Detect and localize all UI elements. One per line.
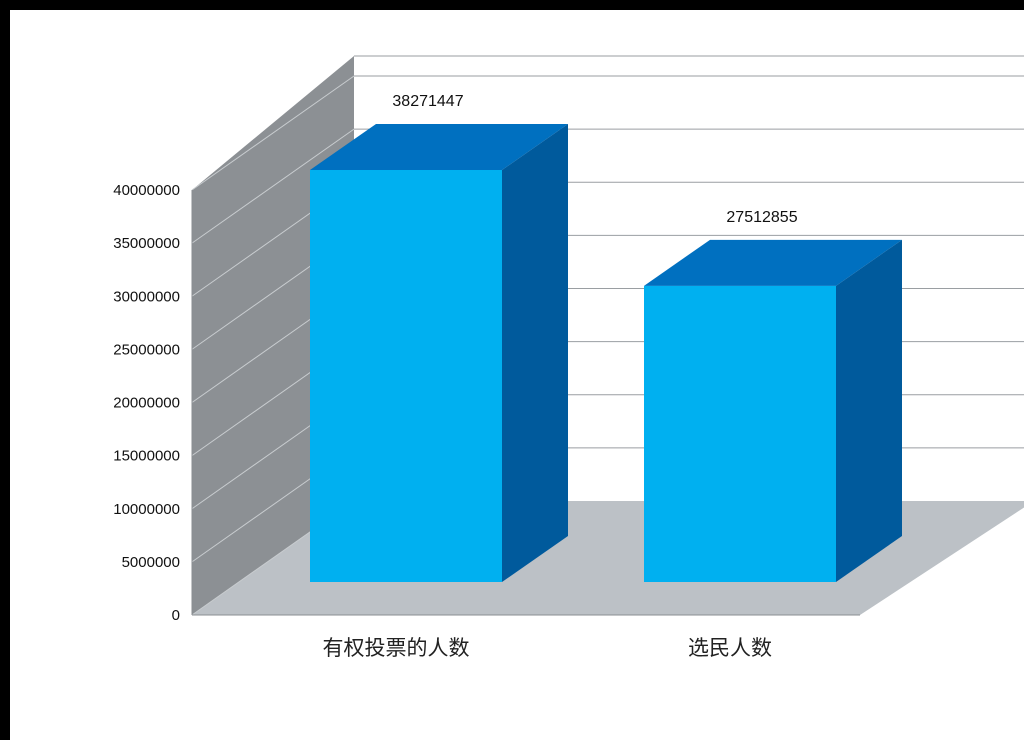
y-tick-label: 15000000: [113, 448, 180, 465]
y-tick-label: 30000000: [113, 288, 180, 305]
bar-top: [644, 239, 902, 286]
gridline-side: [191, 75, 355, 191]
gridline-side: [191, 128, 355, 244]
bar-front: [644, 285, 836, 582]
y-tick-label: 10000000: [113, 501, 180, 518]
bar-top: [310, 124, 568, 170]
x-tick-label: 有权投票的人数: [323, 636, 470, 660]
y-tick-label: 20000000: [113, 395, 180, 412]
bar-front: [310, 170, 502, 582]
y-tick-label: 25000000: [113, 341, 180, 358]
bar-chart: 0 5000000 10000000 15000000 20000000 25000000…: [113, 55, 1024, 660]
data-label: 27512855: [726, 209, 797, 226]
y-tick-label: 35000000: [113, 235, 180, 252]
x-tick-label: 选民人数: [688, 636, 772, 660]
y-tick-label: 5000000: [122, 554, 180, 571]
y-tick-label: 40000000: [113, 182, 180, 199]
chart-frame: 0 5000000 10000000 15000000 20000000 25000000…: [10, 10, 1024, 740]
bar-side: [502, 124, 568, 582]
bar-side: [836, 239, 902, 582]
y-tick-label: 0: [172, 607, 180, 624]
data-label: 38271447: [392, 93, 463, 110]
